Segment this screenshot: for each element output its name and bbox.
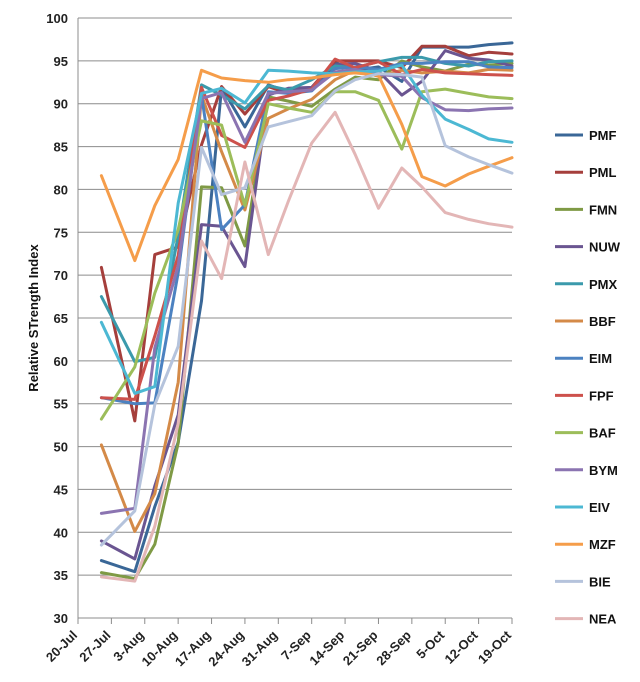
x-tick-label: 14-Sep	[306, 627, 347, 668]
legend-label: EIV	[589, 500, 610, 515]
y-tick-label: 95	[54, 54, 68, 69]
legend-item: BBF	[555, 314, 616, 329]
legend-label: BBF	[589, 314, 616, 329]
x-tick-label: 21-Sep	[340, 627, 381, 668]
legend-label: NUW	[589, 240, 621, 255]
y-tick-label: 100	[46, 11, 68, 26]
x-tick-label: 31-Aug	[239, 627, 281, 669]
legend-item: BAF	[555, 426, 616, 441]
y-tick-label: 65	[54, 311, 68, 326]
y-axis-ticks: 30 35 40 45 50 55 60 65 70 75 80 85 90 95 100	[46, 11, 68, 626]
y-axis-title: Relative STrength Index	[26, 244, 41, 392]
legend-label: BIE	[589, 574, 611, 589]
x-tick-label: 17-Aug	[172, 627, 214, 669]
x-tick-label: 24-Aug	[205, 627, 247, 669]
series-line-bie	[99, 72, 514, 547]
legend-item: NEA	[555, 612, 617, 627]
series-line-nea	[99, 110, 514, 583]
x-tick-label: 10-Aug	[139, 627, 181, 669]
y-tick-label: 30	[54, 611, 68, 626]
y-tick-label: 45	[54, 482, 68, 497]
y-tick-label: 40	[54, 525, 68, 540]
legend-item: EIV	[555, 500, 610, 515]
legend-item: FMN	[555, 202, 617, 217]
x-tick-label: 12-Oct	[442, 627, 482, 667]
legend-label: PMX	[589, 277, 618, 292]
y-tick-label: 60	[54, 354, 68, 369]
x-tick-label: 28-Sep	[373, 627, 414, 668]
series-line-mzf	[99, 68, 514, 263]
legend: PMF PML FMN NUW PMX BBF EIM FPF BAF BYM EIV MZF BIE N…	[555, 128, 621, 627]
y-tick-label: 80	[54, 182, 68, 197]
y-tick-label: 35	[54, 568, 68, 583]
x-tick-label: 19-Oct	[475, 627, 515, 667]
legend-label: FPF	[589, 388, 614, 403]
legend-label: MZF	[589, 537, 616, 552]
legend-label: PMF	[589, 128, 617, 143]
series-line-pmx	[99, 55, 514, 364]
legend-label: BAF	[589, 426, 616, 441]
y-tick-label: 70	[54, 268, 68, 283]
legend-label: FMN	[589, 202, 617, 217]
legend-item: FPF	[555, 388, 614, 403]
y-tick-label: 85	[54, 140, 68, 155]
series-line-bbf	[99, 67, 514, 533]
y-tick-label: 55	[54, 397, 68, 412]
legend-item: PMF	[555, 128, 617, 143]
series-line-baf	[99, 87, 514, 421]
series-line-bym	[99, 67, 514, 515]
x-axis-ticks: 20-Jul27-Jul3-Aug10-Aug17-Aug24-Aug31-Au…	[43, 618, 515, 669]
legend-item: PMX	[555, 277, 618, 292]
legend-label: PML	[589, 165, 617, 180]
legend-item: MZF	[555, 537, 616, 552]
legend-item: BIE	[555, 574, 611, 589]
legend-item: EIM	[555, 351, 612, 366]
y-tick-label: 75	[54, 225, 68, 240]
legend-item: PML	[555, 165, 617, 180]
legend-label: NEA	[589, 612, 617, 627]
series-lines	[99, 41, 514, 583]
series-line-eiv	[99, 63, 514, 395]
x-tick-label: 20-Jul	[43, 628, 80, 665]
legend-item: NUW	[555, 240, 621, 255]
x-tick-label: 27-Jul	[76, 628, 113, 665]
legend-label: EIM	[589, 351, 612, 366]
y-tick-label: 50	[54, 440, 68, 455]
legend-item: BYM	[555, 463, 618, 478]
legend-label: BYM	[589, 463, 618, 478]
y-tick-label: 90	[54, 97, 68, 112]
